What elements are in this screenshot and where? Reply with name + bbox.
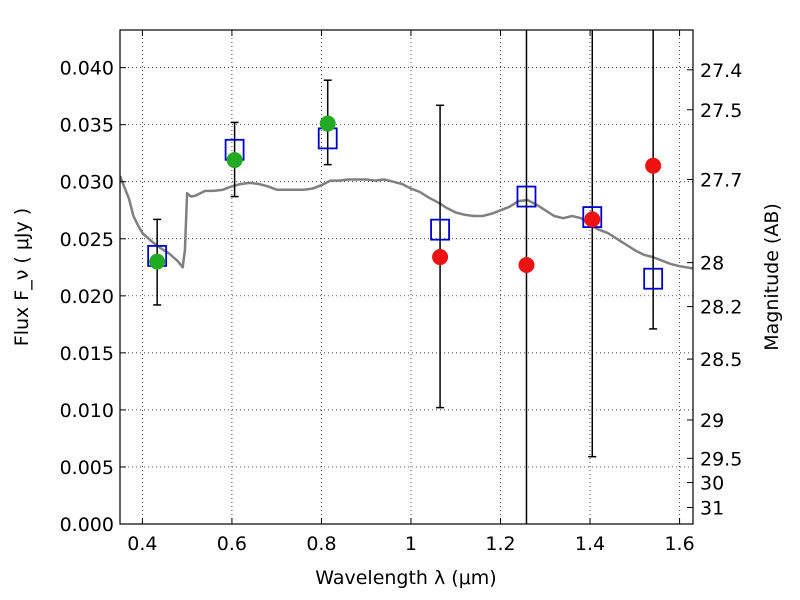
detection-point [149,253,166,270]
y-tick-label: 0.020 [60,286,114,308]
x-tick-label: 0.4 [127,533,157,555]
mag-tick-label: 28 [700,253,724,275]
y-tick-label: 0.000 [60,514,114,536]
limit-point [432,249,449,266]
model-photometry-square [516,185,537,208]
x-tick-label: 1.4 [575,533,605,555]
y-tick-label: 0.035 [60,115,114,137]
mag-tick-label: 28.2 [700,297,742,319]
mag-tick-label: 29 [700,410,724,432]
y2-axis-title: Magnitude (AB) [761,203,783,351]
limit-point [518,257,535,274]
y-tick-label: 0.040 [60,58,114,80]
grid [120,30,693,525]
x-tick-label: 1 [405,533,417,555]
y-tick-label: 0.030 [60,172,114,194]
mag-tick-label: 29.5 [700,448,742,470]
mag-tick-label: 28.5 [700,349,742,371]
model-spectrum-line [120,175,693,270]
y-tick-label: 0.005 [60,457,114,479]
y-tick-label: 0.010 [60,400,114,422]
x-axis-title: Wavelength λ (μm) [315,567,496,589]
ticks: 0.4 0.6 0.8 1 1.2 1.4 1.6 0.000 0.005 0.010 0.015 0… [60,30,742,555]
x-tick-label: 0.6 [217,533,247,555]
limit-point [584,211,601,228]
mag-tick-label: 27.7 [700,169,742,191]
limit-point [645,157,662,174]
plot-area [120,30,693,524]
detection-point [226,152,243,169]
y-tick-label: 0.015 [60,343,114,365]
x-tick-label: 0.8 [306,533,336,555]
model-photometry-square [430,218,450,241]
y-tick-label: 0.025 [60,229,114,251]
x-tick-label: 1.6 [664,533,694,555]
mag-tick-label: 27.5 [700,100,742,122]
x-tick-label: 1.2 [485,533,515,555]
plot-frame [119,29,694,525]
model-photometry-square [643,267,664,290]
detection-point [319,115,336,132]
mag-tick-label: 31 [700,498,724,520]
mag-tick-label: 30 [700,473,724,495]
mag-tick-label: 27.4 [700,60,742,82]
y-axis-title: Flux F_ν ( μJy ) [11,208,33,346]
